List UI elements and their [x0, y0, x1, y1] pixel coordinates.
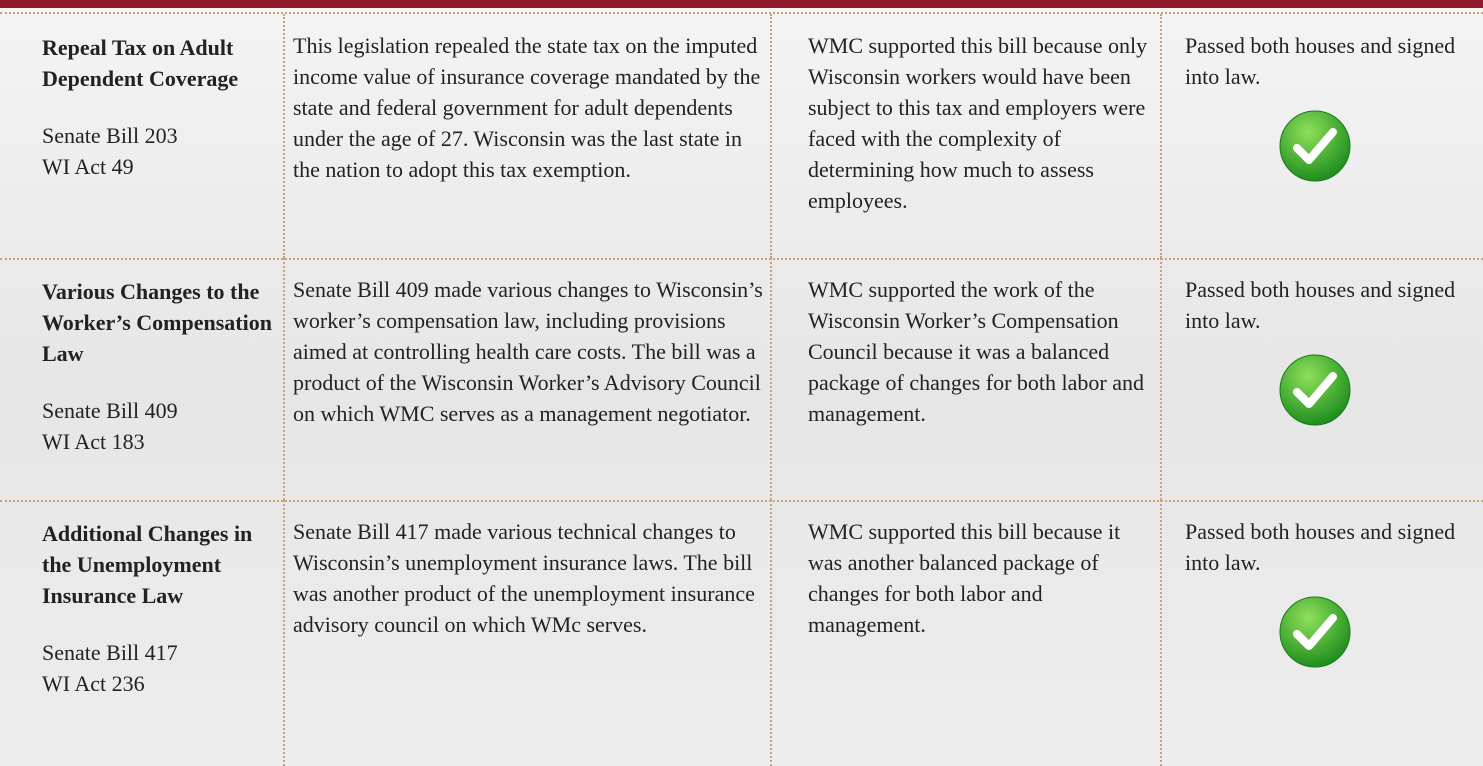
column-divider — [1160, 500, 1162, 766]
bill-title: Repeal Tax on Adult Dependent Coverage — [42, 35, 239, 91]
check-icon — [1279, 596, 1351, 668]
position: WMC supported this bill because it was a… — [808, 519, 1121, 637]
outcome: Passed both houses and signed into law. — [1185, 519, 1456, 575]
act-number: WI Act 236 — [42, 671, 145, 696]
outcome: Passed both houses and signed into law. — [1185, 33, 1456, 89]
description: Senate Bill 409 made various changes to … — [293, 277, 763, 426]
column-divider — [1160, 258, 1162, 500]
check-icon — [1279, 110, 1351, 182]
check-icon — [1279, 354, 1351, 426]
column-divider — [770, 14, 772, 258]
bill-number: Senate Bill 203 — [42, 123, 178, 148]
column-divider — [1160, 14, 1162, 258]
column-divider — [283, 14, 285, 258]
top-bar — [0, 0, 1483, 8]
position: WMC supported the work of the Wisconsin … — [808, 277, 1144, 426]
act-number: WI Act 49 — [42, 154, 134, 179]
description: Senate Bill 417 made various technical c… — [293, 519, 755, 637]
description: This legislation repealed the state tax … — [293, 33, 761, 182]
column-divider — [770, 500, 772, 766]
column-divider — [283, 258, 285, 500]
column-divider — [283, 500, 285, 766]
position: WMC supported this bill because only Wis… — [808, 33, 1148, 213]
outcome: Passed both houses and signed into law. — [1185, 277, 1456, 333]
row-divider — [0, 12, 1483, 14]
column-divider — [770, 258, 772, 500]
act-number: WI Act 183 — [42, 429, 145, 454]
row-divider — [0, 500, 1483, 502]
bill-cell: Repeal Tax on Adult Dependent Coverage Se… — [42, 32, 280, 182]
row-divider — [0, 258, 1483, 260]
bill-number: Senate Bill 417 — [42, 640, 178, 665]
bill-title: Various Changes to the Worker’s Compensa… — [42, 279, 272, 366]
bill-cell: Additional Changes in the Unemployment I… — [42, 518, 280, 699]
bill-number: Senate Bill 409 — [42, 398, 178, 423]
bill-cell: Various Changes to the Worker’s Compensa… — [42, 276, 280, 457]
bill-title: Additional Changes in the Unemployment I… — [42, 521, 253, 608]
